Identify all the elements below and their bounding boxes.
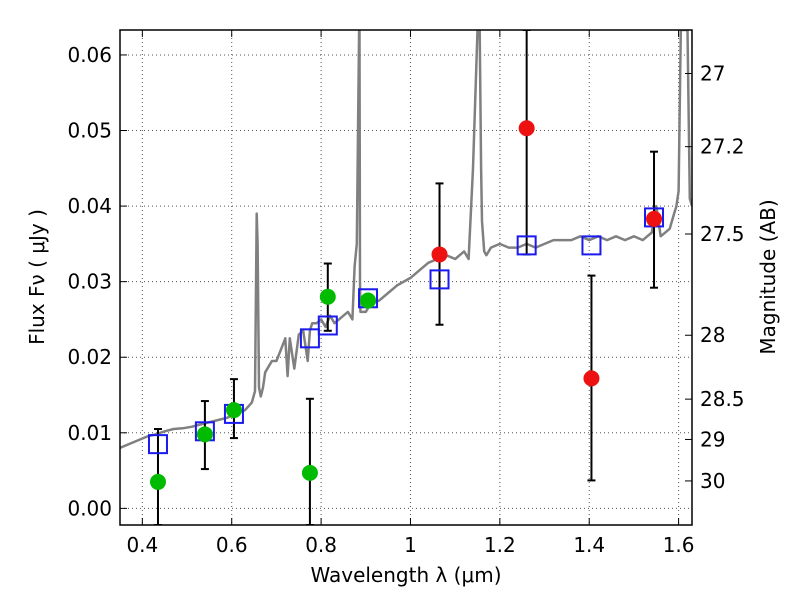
x-tick-label: 0.4 — [126, 533, 158, 557]
x-tick-label: 0.6 — [216, 533, 248, 557]
x-tick-label: 1 — [404, 533, 417, 557]
tick-labels: 0.4 0.6 0.8 1 1.2 1.4 1.6 0.00 0.01 0.02 0.03 0.04 0… — [67, 43, 744, 557]
y-tick-label: 0.00 — [67, 496, 112, 520]
model-photometry-square — [581, 235, 602, 256]
y2-tick-label: 28.5 — [700, 387, 745, 411]
model-spectrum-line — [120, 30, 692, 450]
axes — [119, 29, 693, 526]
observed-flux-point — [583, 370, 600, 387]
model-photometry-square — [299, 328, 320, 349]
data-markers — [147, 120, 665, 490]
plot-frame — [119, 29, 693, 526]
y2-tick-label: 27 — [700, 61, 725, 85]
y-tick-label: 0.04 — [67, 194, 112, 218]
observed-flux-point — [319, 288, 336, 305]
observed-flux-point — [431, 246, 448, 263]
observed-flux-point — [360, 292, 377, 309]
y2-axis-label: Magnitude (AB) — [756, 199, 780, 354]
y2-tick-label: 27.2 — [700, 135, 745, 159]
x-tick-label: 1.4 — [573, 533, 605, 557]
error-bars — [153, 30, 659, 525]
y-tick-label: 0.06 — [67, 43, 112, 67]
observed-flux-point — [301, 464, 318, 481]
grid-lines — [120, 30, 692, 525]
y-tick-label: 0.03 — [67, 270, 112, 294]
observed-flux-point — [518, 120, 535, 137]
observed-flux-point — [225, 402, 242, 419]
observed-flux-point — [149, 473, 166, 490]
x-tick-label: 0.8 — [305, 533, 337, 557]
model-photometry-square — [516, 235, 537, 256]
model-photometry-square — [429, 269, 450, 290]
y2-tick-label: 30 — [700, 469, 725, 493]
x-tick-label: 1.6 — [663, 533, 695, 557]
y2-tick-label: 29 — [700, 427, 725, 451]
model-photometry-square — [147, 434, 168, 455]
y-tick-label: 0.02 — [67, 345, 112, 369]
model-spectrum — [120, 30, 692, 450]
y-axis-label: Flux Fν ( μJy ) — [25, 209, 49, 345]
observed-flux-point — [646, 210, 663, 227]
observed-flux-point — [196, 426, 213, 443]
y2-tick-label: 27.5 — [700, 222, 745, 246]
model-photometry-square — [317, 315, 338, 336]
y-tick-label: 0.01 — [67, 421, 112, 445]
x-axis-label: Wavelength λ (μm) — [310, 563, 501, 587]
x-tick-label: 1.2 — [484, 533, 516, 557]
y-tick-label: 0.05 — [67, 119, 112, 143]
y2-tick-label: 28 — [700, 323, 725, 347]
